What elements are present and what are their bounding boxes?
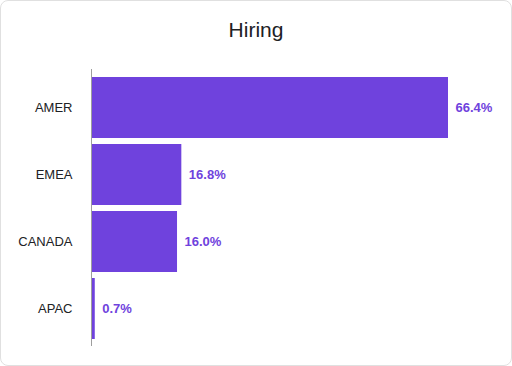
svg-text:0.7%: 0.7% <box>102 301 132 316</box>
svg-text:EMEA: EMEA <box>36 167 73 182</box>
svg-text:16.0%: 16.0% <box>185 234 222 249</box>
svg-text:APAC: APAC <box>38 301 72 316</box>
svg-text:AMER: AMER <box>35 100 73 115</box>
html-text:Hiring: Hiring <box>228 18 284 41</box>
svg-text:66.4%: 66.4% <box>456 100 493 115</box>
svg-text:16.8%: 16.8% <box>189 167 226 182</box>
svg-text:CANADA: CANADA <box>18 234 73 249</box>
